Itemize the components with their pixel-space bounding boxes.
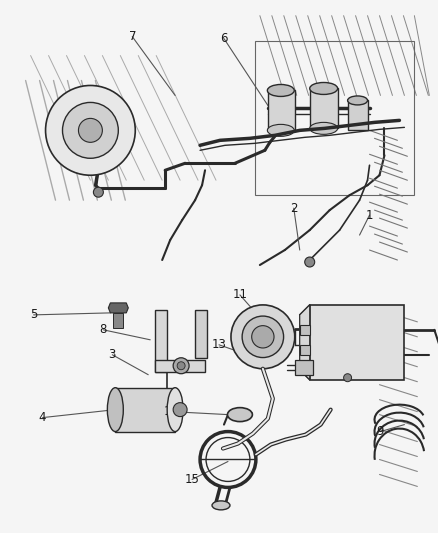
Ellipse shape: [347, 96, 367, 105]
Circle shape: [251, 326, 273, 348]
Polygon shape: [267, 91, 294, 131]
Circle shape: [93, 187, 103, 197]
Text: 5: 5: [30, 309, 37, 321]
Ellipse shape: [227, 408, 252, 422]
Text: 15: 15: [184, 473, 199, 486]
Text: 6: 6: [220, 32, 227, 45]
Text: 14: 14: [163, 405, 178, 418]
Polygon shape: [113, 313, 123, 328]
Circle shape: [242, 316, 283, 358]
Text: 9: 9: [376, 425, 383, 438]
Circle shape: [78, 118, 102, 142]
Text: 3: 3: [109, 348, 116, 361]
Text: 4: 4: [39, 411, 46, 424]
Ellipse shape: [107, 387, 123, 432]
Polygon shape: [155, 360, 205, 372]
Ellipse shape: [267, 124, 293, 136]
Ellipse shape: [212, 501, 230, 510]
Ellipse shape: [309, 123, 337, 134]
Circle shape: [343, 374, 351, 382]
Circle shape: [230, 305, 294, 369]
Polygon shape: [194, 310, 207, 358]
Polygon shape: [108, 303, 128, 313]
Polygon shape: [309, 88, 337, 128]
Polygon shape: [299, 345, 309, 355]
Circle shape: [304, 257, 314, 267]
Text: 11: 11: [232, 288, 247, 302]
Polygon shape: [294, 360, 312, 375]
Text: 2: 2: [290, 201, 297, 215]
Polygon shape: [309, 305, 403, 379]
Text: 13: 13: [211, 338, 226, 351]
Ellipse shape: [267, 84, 293, 96]
Circle shape: [46, 85, 135, 175]
Polygon shape: [299, 305, 309, 379]
Text: 1: 1: [365, 208, 372, 222]
Circle shape: [177, 362, 185, 370]
Polygon shape: [155, 310, 167, 372]
Polygon shape: [347, 100, 367, 131]
Circle shape: [173, 402, 187, 417]
Circle shape: [62, 102, 118, 158]
Text: 8: 8: [99, 324, 107, 336]
Circle shape: [173, 358, 189, 374]
Text: 7: 7: [128, 30, 136, 43]
Polygon shape: [115, 387, 175, 432]
Ellipse shape: [309, 83, 337, 94]
Ellipse shape: [167, 387, 183, 432]
Polygon shape: [299, 325, 309, 335]
